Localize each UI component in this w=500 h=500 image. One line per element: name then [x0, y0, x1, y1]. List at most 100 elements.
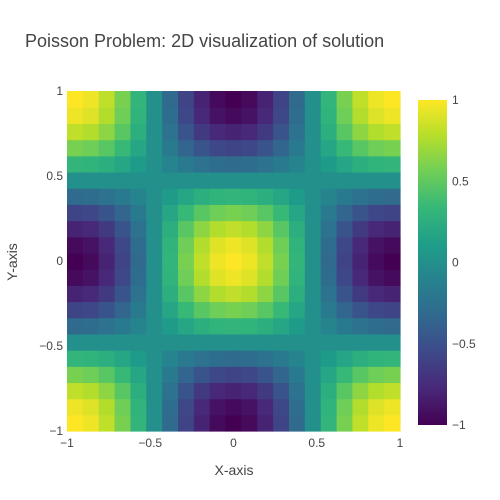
- heatmap-cell: [336, 123, 354, 141]
- heatmap-cell: [273, 107, 290, 124]
- heatmap-cell: [384, 107, 401, 124]
- heatmap-cell: [225, 155, 243, 173]
- heatmap-cell: [67, 220, 84, 238]
- heatmap-cell: [273, 123, 290, 141]
- heatmap-cell: [336, 350, 354, 367]
- heatmap-cell: [368, 188, 385, 205]
- heatmap-cell: [273, 171, 290, 189]
- heatmap-cell: [352, 398, 369, 416]
- heatmap-cell: [289, 350, 306, 367]
- heatmap-plot[interactable]: [67, 91, 401, 432]
- heatmap-cell: [209, 155, 227, 173]
- heatmap-cell: [114, 414, 132, 432]
- y-tick-label: 0.5: [46, 169, 63, 183]
- heatmap-cell: [178, 366, 195, 384]
- heatmap-cell: [336, 220, 354, 238]
- heatmap-cell: [162, 333, 179, 351]
- heatmap-cell: [67, 139, 84, 157]
- heatmap-cell: [336, 107, 354, 124]
- y-tick-label: −0.5: [39, 339, 63, 353]
- y-tick-label: 0: [56, 254, 63, 268]
- heatmap-cell: [304, 252, 322, 270]
- heatmap-cell: [225, 350, 243, 367]
- heatmap-cell: [368, 301, 385, 319]
- heatmap-cell: [82, 91, 100, 108]
- heatmap-cell: [352, 350, 369, 367]
- heatmap-cell: [162, 139, 179, 157]
- heatmap-cell: [146, 171, 163, 189]
- heatmap-cell: [352, 333, 369, 351]
- heatmap-cell: [67, 398, 84, 416]
- heatmap-cell: [241, 139, 258, 157]
- heatmap-cell: [257, 350, 274, 367]
- heatmap-cell: [193, 317, 211, 335]
- heatmap-cell: [130, 171, 147, 189]
- heatmap-cell: [368, 220, 385, 238]
- heatmap-cell: [368, 171, 385, 189]
- heatmap-cell: [209, 139, 227, 157]
- heatmap-cell: [384, 414, 401, 432]
- heatmap-cell: [257, 285, 274, 303]
- heatmap-cell: [209, 171, 227, 189]
- heatmap-cell: [209, 236, 227, 254]
- heatmap-cell: [241, 414, 258, 432]
- heatmap-cell: [98, 382, 116, 400]
- heatmap-cell: [257, 123, 274, 141]
- heatmap-cell: [352, 301, 369, 319]
- heatmap-cell: [178, 285, 195, 303]
- heatmap-cell: [368, 252, 385, 270]
- heatmap-cell: [130, 91, 147, 108]
- heatmap-cell: [193, 188, 211, 205]
- heatmap-cell: [257, 139, 274, 157]
- heatmap-cell: [352, 220, 369, 238]
- heatmap-cell: [304, 139, 322, 157]
- heatmap-cell: [193, 220, 211, 238]
- heatmap-cell: [320, 350, 338, 367]
- heatmap-cell: [114, 204, 132, 222]
- heatmap-cell: [336, 317, 354, 335]
- heatmap-cell: [257, 333, 274, 351]
- heatmap-cell: [241, 333, 258, 351]
- heatmap-cell: [209, 317, 227, 335]
- heatmap-cell: [304, 171, 322, 189]
- heatmap-cell: [225, 398, 243, 416]
- heatmap-cell: [384, 204, 401, 222]
- heatmap-cell: [178, 301, 195, 319]
- heatmap-cell: [273, 333, 290, 351]
- heatmap-cell: [368, 350, 385, 367]
- heatmap-cell: [352, 171, 369, 189]
- heatmap-cell: [162, 236, 179, 254]
- y-tick-label: 1: [56, 84, 63, 98]
- heatmap-cell: [209, 123, 227, 141]
- heatmap-cell: [209, 301, 227, 319]
- y-axis-ticks: −1 −0.5 0 0.5 1: [39, 84, 63, 438]
- heatmap-cell: [193, 236, 211, 254]
- heatmap-cell: [130, 350, 147, 367]
- heatmap-cell: [257, 236, 274, 254]
- heatmap-cell: [98, 220, 116, 238]
- heatmap-cell: [209, 366, 227, 384]
- heatmap-cell: [130, 236, 147, 254]
- heatmap-cell: [130, 301, 147, 319]
- heatmap-cell: [289, 204, 306, 222]
- heatmap-cell: [304, 366, 322, 384]
- heatmap-cell: [209, 333, 227, 351]
- heatmap-cell: [352, 252, 369, 270]
- heatmap-cell: [241, 252, 258, 270]
- heatmap-cell: [368, 414, 385, 432]
- heatmap-cell: [98, 107, 116, 124]
- heatmap-cell: [82, 107, 100, 124]
- heatmap-cell: [336, 171, 354, 189]
- heatmap-cell: [98, 204, 116, 222]
- heatmap-cell: [114, 333, 132, 351]
- colorbar-tick-label: 0: [452, 256, 459, 270]
- heatmap-cell: [193, 333, 211, 351]
- heatmap-cell: [336, 333, 354, 351]
- heatmap-cell: [193, 269, 211, 286]
- heatmap-cell: [98, 236, 116, 254]
- heatmap-cell: [178, 204, 195, 222]
- heatmap-cell: [178, 171, 195, 189]
- heatmap-cell: [225, 333, 243, 351]
- heatmap-cell: [384, 220, 401, 238]
- heatmap-cell: [82, 155, 100, 173]
